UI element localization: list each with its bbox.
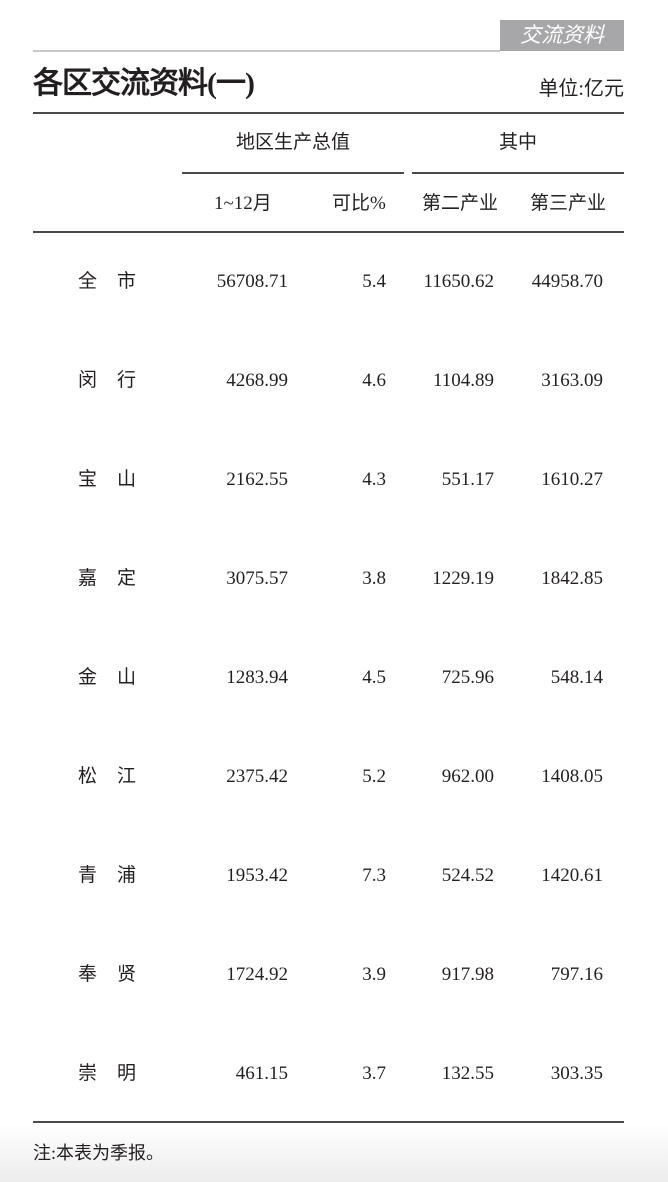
tertiary-value: 1408.05 — [541, 766, 603, 787]
growth-value: 5.2 — [362, 766, 386, 787]
tertiary-value: 303.35 — [550, 1063, 603, 1084]
gdp-value: 3075.57 — [226, 568, 288, 589]
region-name: 奉贤 — [78, 964, 157, 985]
column-header-tertiary: 第三产业 — [530, 193, 607, 214]
secondary-value: 551.17 — [441, 469, 494, 490]
secondary-value: 524.52 — [441, 865, 494, 886]
table-bottom-rule — [33, 1121, 624, 1123]
gdp-value: 56708.71 — [216, 271, 288, 292]
footnote: 注:本表为季报。 — [33, 1143, 165, 1163]
gdp-value: 1953.42 — [226, 865, 288, 886]
growth-value: 4.5 — [362, 667, 386, 688]
region-name: 青浦 — [78, 865, 157, 886]
top-divider — [33, 50, 500, 52]
secondary-value: 725.96 — [441, 667, 494, 688]
gdp-value: 461.15 — [235, 1063, 288, 1084]
tertiary-value: 1842.85 — [541, 568, 603, 589]
column-header-growth: 可比% — [332, 193, 386, 214]
secondary-value: 917.98 — [441, 964, 494, 985]
section-tag: 交流资料 — [500, 20, 624, 51]
gdp-value: 2162.55 — [226, 469, 288, 490]
region-name: 闵行 — [78, 370, 157, 391]
table-row: 全市 56708.71 5.4 11650.62 44958.70 — [0, 267, 668, 297]
gdp-value: 1724.92 — [226, 964, 288, 985]
group-underline — [412, 172, 624, 174]
table-row: 松江 2375.42 5.2 962.00 1408.05 — [0, 762, 668, 792]
secondary-value: 962.00 — [441, 766, 494, 787]
tertiary-value: 1610.27 — [541, 469, 603, 490]
region-name: 崇明 — [78, 1063, 157, 1084]
secondary-value: 11650.62 — [423, 271, 494, 292]
tertiary-value: 548.14 — [550, 667, 603, 688]
region-name: 嘉定 — [78, 568, 157, 589]
unit-label: 单位:亿元 — [538, 78, 624, 100]
table-row: 闵行 4268.99 4.6 1104.89 3163.09 — [0, 366, 668, 396]
column-group-of-which: 其中 — [498, 132, 537, 153]
column-header-secondary: 第二产业 — [422, 193, 499, 214]
growth-value: 3.8 — [362, 568, 386, 589]
table-row: 奉贤 1724.92 3.9 917.98 797.16 — [0, 960, 668, 990]
footer-area — [0, 1124, 668, 1182]
region-name: 松江 — [78, 766, 157, 787]
gdp-value: 4268.99 — [226, 370, 288, 391]
secondary-value: 1104.89 — [432, 370, 494, 391]
region-name: 全市 — [78, 271, 157, 292]
growth-value: 4.6 — [362, 370, 386, 391]
header-divider — [33, 231, 624, 233]
table-row: 青浦 1953.42 7.3 524.52 1420.61 — [0, 861, 668, 891]
column-header-period: 1~12月 — [214, 193, 272, 214]
tertiary-value: 1420.61 — [541, 865, 603, 886]
growth-value: 5.4 — [362, 271, 386, 292]
growth-value: 4.3 — [362, 469, 386, 490]
table-row: 宝山 2162.55 4.3 551.17 1610.27 — [0, 465, 668, 495]
column-group-gdp: 地区生产总值 — [235, 132, 350, 153]
title-divider — [33, 112, 624, 114]
table-row: 嘉定 3075.57 3.8 1229.19 1842.85 — [0, 564, 668, 594]
table-row: 崇明 461.15 3.7 132.55 303.35 — [0, 1059, 668, 1089]
region-name: 金山 — [78, 667, 157, 688]
tertiary-value: 3163.09 — [541, 370, 603, 391]
group-underline — [182, 172, 404, 174]
secondary-value: 1229.19 — [432, 568, 494, 589]
growth-value: 3.9 — [362, 964, 386, 985]
growth-value: 3.7 — [362, 1063, 386, 1084]
table-row: 金山 1283.94 4.5 725.96 548.14 — [0, 663, 668, 693]
tertiary-value: 797.16 — [550, 964, 603, 985]
growth-value: 7.3 — [362, 865, 386, 886]
secondary-value: 132.55 — [441, 1063, 494, 1084]
gdp-value: 1283.94 — [226, 667, 288, 688]
page-title: 各区交流资料(一) — [33, 67, 255, 100]
gdp-value: 2375.42 — [226, 766, 288, 787]
region-name: 宝山 — [78, 469, 157, 490]
tertiary-value: 44958.70 — [531, 271, 603, 292]
